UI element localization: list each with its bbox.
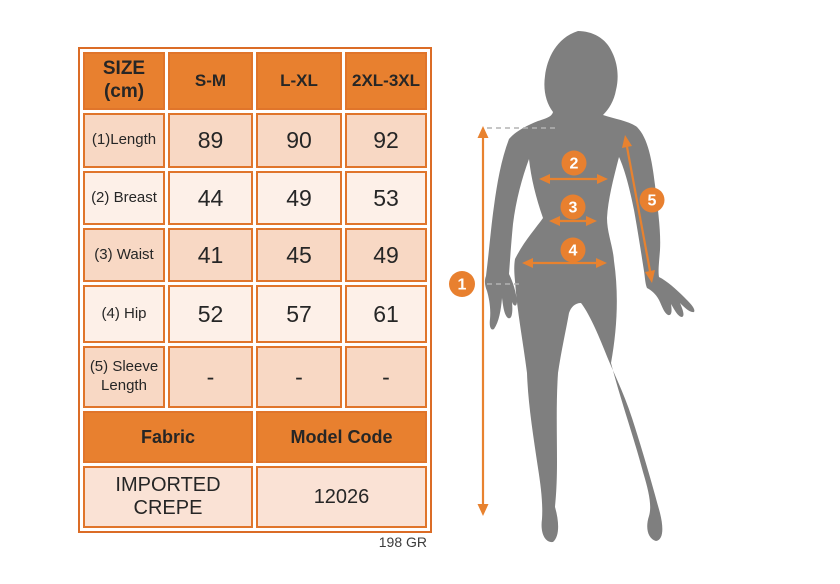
fabric-value-cell: IMPORTED CREPE [83,466,253,528]
measurement-figure: 1 2 3 4 5 [449,31,695,543]
table-row-breast: (2) Breast 44 49 53 [83,171,427,225]
row-label-cell: (3) Waist [83,228,165,282]
col-header-2xl-3xl: 2XL-3XL [345,52,427,110]
svg-text:4: 4 [569,243,578,260]
value-cell: 90 [256,113,342,168]
value-cell: 49 [345,228,427,282]
value-cell: 53 [345,171,427,225]
size-table-header-row: SIZE (cm) S-M L-XL 2XL-3XL [83,52,427,110]
marker-2: 2 [561,150,587,176]
weight-note: 198 GR [378,534,427,550]
hip-arrow [522,258,607,268]
sleeve-arrow [622,135,655,283]
table-row-length: (1)Length 89 90 92 [83,113,427,168]
waist-arrow [549,216,597,226]
value-cell: 57 [256,285,342,343]
value-cell: - [168,346,253,408]
row-label-cell: (1)Length [83,113,165,168]
info-header-row: Fabric Model Code [83,411,427,463]
value-cell: 49 [256,171,342,225]
value-cell: - [345,346,427,408]
table-row-hip: (4) Hip 52 57 61 [83,285,427,343]
svg-text:1: 1 [458,277,467,294]
size-table: SIZE (cm) S-M L-XL 2XL-3XL (1)Length 89 … [78,47,432,533]
col-header-l-xl: L-XL [256,52,342,110]
marker-3: 3 [560,194,586,220]
svg-text:3: 3 [569,200,578,217]
value-cell: 41 [168,228,253,282]
value-cell: 45 [256,228,342,282]
info-row: IMPORTED CREPE 12026 [83,466,427,528]
fabric-header-cell: Fabric [83,411,253,463]
value-cell: 44 [168,171,253,225]
table-row-sleeve-length: (5) Sleeve Length - - - [83,346,427,408]
col-header-s-m: S-M [168,52,253,110]
value-cell: 61 [345,285,427,343]
value-cell: 52 [168,285,253,343]
row-label-cell: (4) Hip [83,285,165,343]
length-arrow [477,126,489,516]
table-row-waist: (3) Waist 41 45 49 [83,228,427,282]
model-code-header-cell: Model Code [256,411,427,463]
value-cell: - [256,346,342,408]
svg-text:2: 2 [570,156,579,173]
model-code-value-cell: 12026 [256,466,427,528]
breast-arrow [539,174,608,184]
female-silhouette [484,31,695,543]
marker-1: 1 [449,271,475,297]
marker-5: 5 [639,187,665,213]
value-cell: 89 [168,113,253,168]
svg-text:5: 5 [648,193,657,210]
row-label-cell: (5) Sleeve Length [83,346,165,408]
row-label-cell: (2) Breast [83,171,165,225]
marker-4: 4 [560,237,586,263]
value-cell: 92 [345,113,427,168]
corner-header-cell: SIZE (cm) [83,52,165,110]
